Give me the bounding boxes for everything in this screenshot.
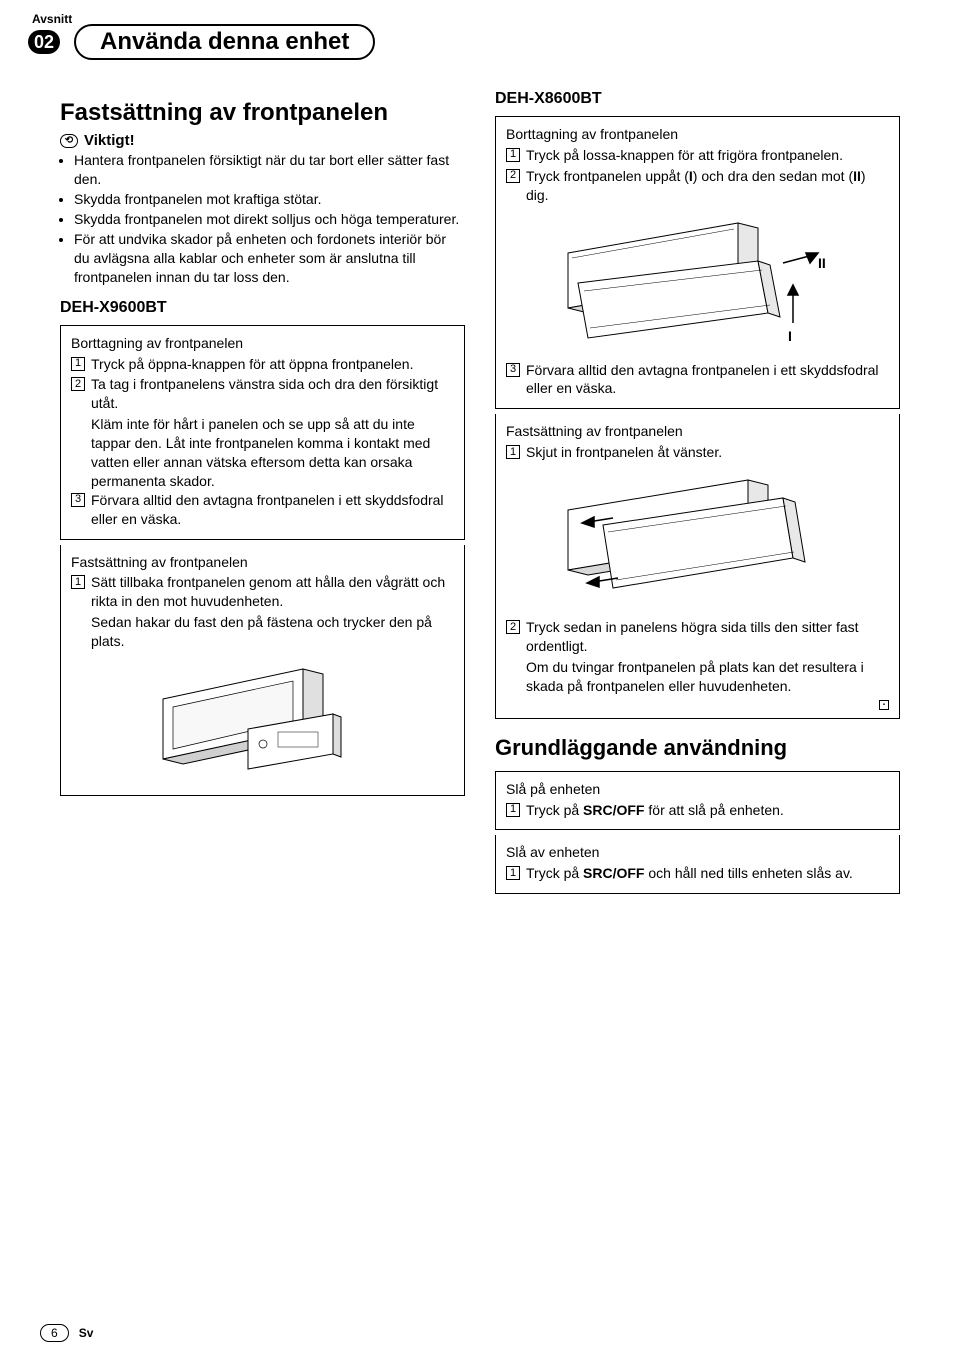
right-column: DEH-X8600BT Borttagning av frontpanelen … <box>495 90 900 900</box>
model-heading-right: DEH-X8600BT <box>495 90 900 108</box>
step-number: 2 <box>506 620 520 634</box>
step-text: Förvara alltid den avtagna frontpanelen … <box>526 361 889 399</box>
device-illustration: I II <box>558 213 838 353</box>
bullet: Skydda frontpanelen mot kraftiga stötar. <box>74 190 465 209</box>
power-off-box: Slå av enheten 1 Tryck på SRC/OFF och hå… <box>495 835 900 894</box>
power-on-heading: Slå på enheten <box>506 780 889 799</box>
page-footer: 6 Sv <box>40 1324 93 1342</box>
step-text: Skjut in frontpanelen åt vänster. <box>526 443 889 462</box>
step-text: Tryck sedan in panelens högra sida tills… <box>526 618 889 656</box>
step-number: 1 <box>506 445 520 459</box>
illustration-right-removal: I II <box>506 213 889 353</box>
device-illustration <box>558 470 838 610</box>
removal-box-left: Borttagning av frontpanelen 1 Tryck på ö… <box>60 325 465 540</box>
step-continuation: Sedan hakar du fast den på fästena och t… <box>91 613 454 651</box>
heading-basic-use: Grundläggande användning <box>495 735 900 761</box>
step-number: 1 <box>506 866 520 880</box>
model-heading-left: DEH-X9600BT <box>60 299 465 317</box>
step-number: 1 <box>506 803 520 817</box>
power-off-heading: Slå av enheten <box>506 843 889 862</box>
section-number-badge: 02 <box>28 30 60 54</box>
bullet: Skydda frontpanelen mot direkt solljus o… <box>74 210 465 229</box>
step-text: Förvara alltid den avtagna frontpanelen … <box>91 491 454 529</box>
step-text: Tryck på SRC/OFF och håll ned tills enhe… <box>526 864 889 883</box>
illustration-left-attach <box>71 659 454 779</box>
page-language: Sv <box>79 1326 94 1340</box>
page-number: 6 <box>40 1324 69 1342</box>
attach-box-left: Fastsättning av frontpanelen 1 Sätt till… <box>60 545 465 796</box>
bullet: Hantera frontpanelen försiktigt när du t… <box>74 151 465 189</box>
important-label-row: ⟲ Viktigt! <box>60 132 465 149</box>
power-on-box: Slå på enheten 1 Tryck på SRC/OFF för at… <box>495 771 900 831</box>
step-number: 2 <box>71 377 85 391</box>
step-text: Tryck på öppna-knappen för att öppna fro… <box>91 355 454 374</box>
device-illustration <box>153 659 373 779</box>
removal-box-right: Borttagning av frontpanelen 1 Tryck på l… <box>495 116 900 409</box>
end-mark-icon <box>879 700 889 710</box>
attach-heading-right: Fastsättning av frontpanelen <box>506 422 889 441</box>
step-text: Tryck på lossa-knappen för att frigöra f… <box>526 146 889 165</box>
removal-heading-right: Borttagning av frontpanelen <box>506 125 889 144</box>
important-label: Viktigt! <box>84 132 135 149</box>
left-column: Fastsättning av frontpanelen ⟲ Viktigt! … <box>60 90 465 900</box>
section-header: Avsnitt 02 Använda denna enhet <box>60 0 900 60</box>
section-title: Använda denna enhet <box>74 24 375 60</box>
step-continuation: Kläm inte för hårt i panelen och se upp … <box>91 415 454 491</box>
important-icon: ⟲ <box>60 134 78 148</box>
illustration-right-attach <box>506 470 889 610</box>
step-number: 1 <box>71 575 85 589</box>
step-text: Sätt tillbaka frontpanelen genom att hål… <box>91 573 454 611</box>
step-continuation: Om du tvingar frontpanelen på plats kan … <box>526 658 889 696</box>
heading-fastsattning: Fastsättning av frontpanelen <box>60 100 465 126</box>
step-number: 1 <box>506 148 520 162</box>
step-text: Tryck på SRC/OFF för att slå på enheten. <box>526 801 889 820</box>
marker-I: I <box>788 328 792 344</box>
bullet: För att undvika skador på enheten och fo… <box>74 230 465 287</box>
step-text: Ta tag i frontpanelens vänstra sida och … <box>91 375 454 413</box>
step-text: Tryck frontpanelen uppåt (I) och dra den… <box>526 167 889 205</box>
removal-heading-left: Borttagning av frontpanelen <box>71 334 454 353</box>
attach-heading-left: Fastsättning av frontpanelen <box>71 553 454 572</box>
step-number: 1 <box>71 357 85 371</box>
attach-box-right: Fastsättning av frontpanelen 1 Skjut in … <box>495 414 900 718</box>
step-number: 2 <box>506 169 520 183</box>
step-number: 3 <box>71 493 85 507</box>
step-number: 3 <box>506 363 520 377</box>
marker-II: II <box>818 255 826 271</box>
important-bullets: Hantera frontpanelen försiktigt när du t… <box>60 151 465 286</box>
